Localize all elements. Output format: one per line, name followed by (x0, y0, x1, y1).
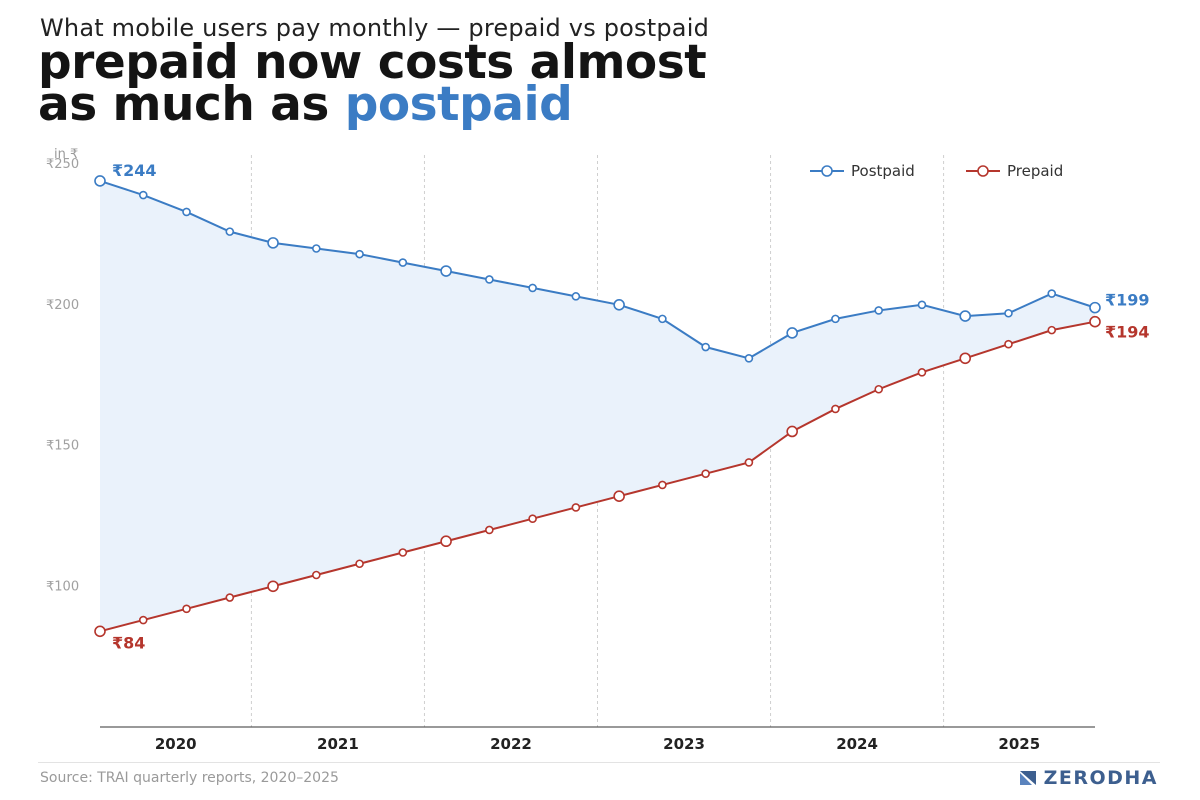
chart-subtitle: What mobile users pay monthly — prepaid … (40, 14, 710, 42)
postpaid-point (613, 299, 625, 311)
prepaid-point (786, 425, 798, 438)
postpaid-point (355, 249, 364, 259)
prepaid-point (398, 548, 408, 557)
postpaid-point (658, 314, 667, 324)
legend-prepaid-marker (977, 165, 989, 177)
postpaid-point (874, 306, 883, 315)
legend-postpaid-label: Postpaid (851, 162, 915, 180)
x-year-label: 2021 (317, 735, 359, 753)
x-year-label: 2022 (490, 735, 532, 753)
postpaid-point (1004, 308, 1013, 318)
postpaid-point (917, 300, 927, 310)
postpaid-point (312, 244, 321, 253)
prepaid-point (138, 615, 148, 625)
prepaid-point (917, 368, 927, 377)
postpaid-point (138, 190, 148, 200)
headline-line-2: as much as postpaid (38, 81, 706, 128)
postpaid-line (99, 180, 1096, 360)
postpaid-point (225, 227, 235, 236)
prepaid-point (182, 604, 191, 614)
headline-line-2-text: as much as (38, 77, 345, 132)
prepaid-point (267, 580, 279, 593)
postpaid-point (182, 207, 191, 217)
brand-logo: ZERODHA (1018, 767, 1158, 789)
postpaid-point (959, 310, 972, 322)
y-unit-label: in ₹ (54, 147, 78, 162)
prepaid-point (485, 525, 494, 535)
prepaid-point (1089, 315, 1101, 328)
chart-headline: prepaid now costs almost as much as post… (38, 35, 707, 128)
postpaid-start-label: ₹244 (112, 161, 157, 180)
footer-divider (38, 762, 1160, 763)
prepaid-point (225, 593, 235, 602)
prepaid-point (1004, 339, 1013, 349)
postpaid-point (571, 292, 581, 301)
legend-prepaid-label: Prepaid (1007, 162, 1063, 180)
prepaid-start-label: ₹84 (112, 633, 145, 652)
y-tick-label: ₹100 (46, 579, 79, 594)
x-year-label: 2024 (836, 735, 878, 753)
legend-postpaid-marker (821, 165, 833, 177)
postpaid-point (398, 258, 408, 267)
prepaid-point (658, 480, 667, 490)
prepaid-end-label: ₹194 (1105, 323, 1150, 342)
postpaid-point (786, 327, 798, 339)
gap-band (100, 180, 1095, 632)
prepaid-point (94, 625, 106, 638)
postpaid-point (1047, 289, 1057, 298)
x-year-label: 2025 (998, 735, 1040, 753)
y-tick-label: ₹200 (46, 298, 79, 313)
prepaid-point (613, 490, 625, 503)
y-tick-label: ₹150 (46, 439, 79, 454)
postpaid-point (267, 237, 279, 249)
headline-line-1: prepaid now costs almost (38, 35, 707, 90)
postpaid-point (701, 342, 710, 352)
prepaid-point (1047, 325, 1057, 335)
prepaid-point (874, 384, 883, 394)
prepaid-point (744, 458, 754, 467)
postpaid-point (744, 353, 754, 363)
postpaid-point (1089, 301, 1101, 314)
postpaid-point (94, 175, 106, 187)
prepaid-line (99, 320, 1096, 633)
prepaid-point (440, 535, 452, 548)
prepaid-point (312, 570, 321, 580)
x-year-label: 2023 (663, 735, 705, 753)
zerodha-logo-icon (1019, 771, 1036, 785)
postpaid-point (831, 314, 840, 324)
prepaid-point (528, 514, 537, 524)
x-year-label: 2020 (155, 735, 197, 753)
headline-accent: postpaid (344, 77, 573, 132)
postpaid-point (528, 283, 537, 293)
brand-name: ZERODHA (1043, 767, 1158, 789)
prepaid-point (701, 469, 710, 478)
prepaid-point (831, 404, 840, 414)
prepaid-point (571, 503, 581, 512)
source-note: Source: TRAI quarterly reports, 2020–202… (40, 770, 339, 786)
postpaid-point (440, 265, 452, 277)
y-tick-label: ₹250 (46, 157, 79, 172)
postpaid-point (485, 275, 494, 284)
prepaid-point (959, 352, 972, 365)
postpaid-end-label: ₹199 (1105, 291, 1150, 310)
prepaid-point (355, 559, 364, 569)
